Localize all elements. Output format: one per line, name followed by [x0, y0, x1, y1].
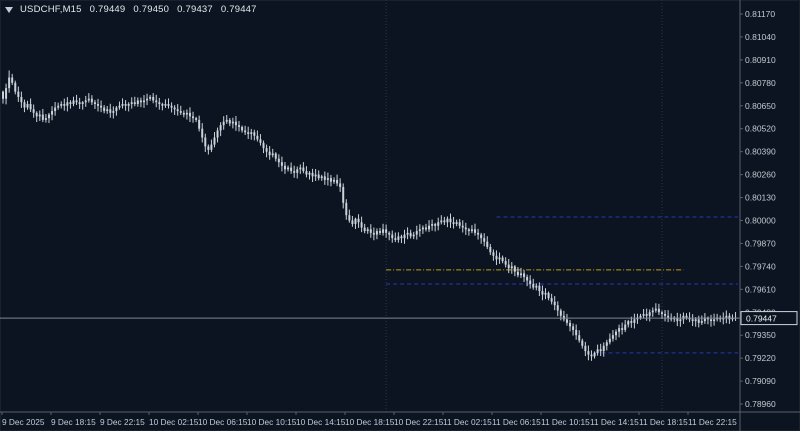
- current-price-value: 0.79447: [746, 314, 777, 324]
- indicator-levels: [386, 216, 738, 354]
- price-label: 0.79740: [745, 261, 776, 271]
- time-label: 10 Dec 06:15: [198, 417, 248, 427]
- time-label: 10 Dec 18:15: [345, 417, 395, 427]
- candles-layer: [2, 70, 737, 361]
- price-label: 0.79090: [745, 376, 776, 386]
- price-label: 0.80260: [745, 170, 776, 180]
- price-label: 0.79870: [745, 238, 776, 248]
- price-label: 0.81040: [745, 32, 776, 42]
- price-label: 0.79220: [745, 353, 776, 363]
- price-label: 0.80000: [745, 215, 776, 225]
- time-label: 10 Dec 14:15: [296, 417, 346, 427]
- time-label: 11 Dec 22:15: [688, 417, 737, 427]
- price-label: 0.80650: [745, 101, 776, 111]
- time-label: 10 Dec 10:15: [247, 417, 297, 427]
- price-label: 0.79610: [745, 284, 776, 294]
- time-axis[interactable]: 9 Dec 2025 9 Dec 18:15 9 Dec 22:15 10 Dec 0…: [1, 412, 737, 427]
- time-label: 9 Dec 18:15: [51, 417, 96, 427]
- time-label: 9 Dec 2025: [2, 417, 45, 427]
- price-label: 0.79350: [745, 330, 776, 340]
- price-label: 0.80520: [745, 124, 776, 134]
- time-label: 11 Dec 18:15: [639, 417, 688, 427]
- time-label: 9 Dec 22:15: [100, 417, 145, 427]
- current-price-tag: 0.79447: [740, 311, 798, 326]
- time-label: 11 Dec 06:15: [492, 417, 541, 427]
- time-label: 10 Dec 02:15: [149, 417, 199, 427]
- time-label: 11 Dec 02:15: [443, 417, 492, 427]
- day-separators: [385, 0, 663, 412]
- price-label: 0.80780: [745, 78, 776, 88]
- price-label: 0.81170: [745, 9, 775, 19]
- price-label: 0.80130: [745, 193, 776, 203]
- time-label: 11 Dec 14:15: [590, 417, 639, 427]
- time-label: 10 Dec 22:15: [394, 417, 444, 427]
- price-label: 0.80910: [745, 55, 776, 65]
- price-label: 0.78960: [745, 399, 776, 409]
- price-axis[interactable]: 0.81170 0.81040 0.80910 0.80780 0.80650 0.805…: [740, 9, 776, 409]
- time-label: 11 Dec 10:15: [541, 417, 590, 427]
- price-label: 0.80390: [745, 147, 776, 157]
